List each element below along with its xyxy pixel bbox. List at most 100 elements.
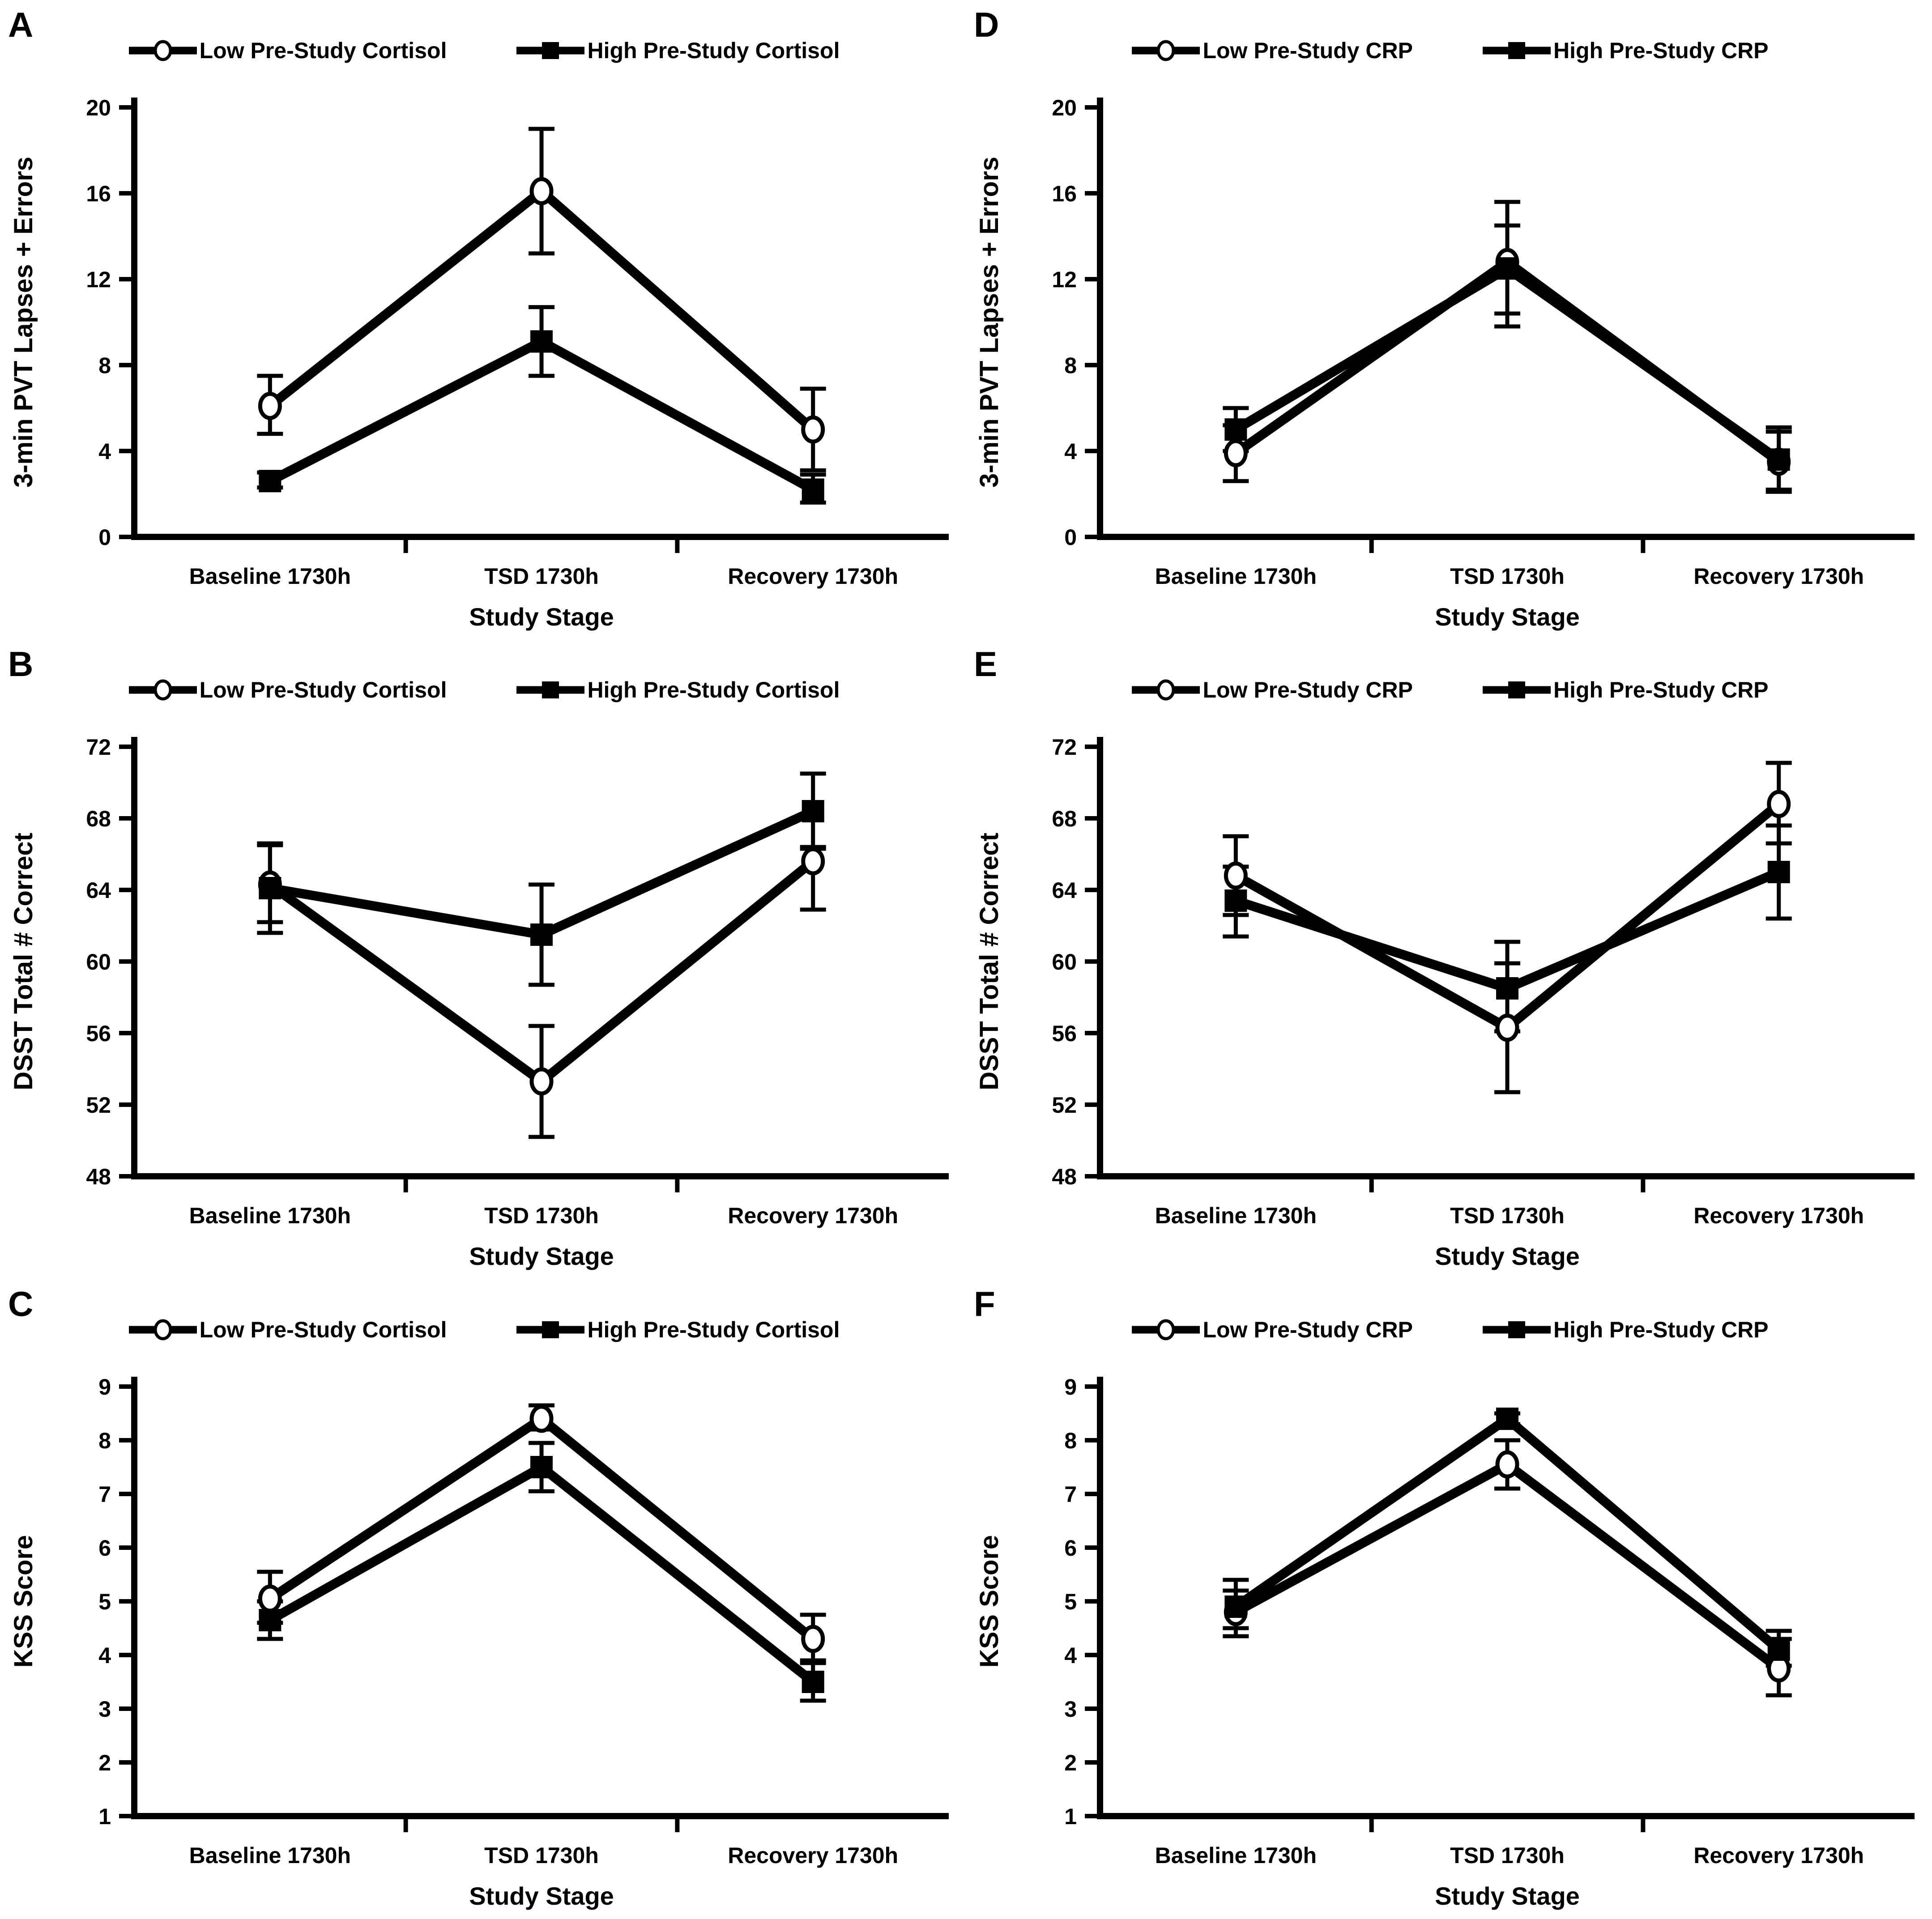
legend-label: Low Pre-Study CRP bbox=[1203, 677, 1413, 702]
legend: Low Pre-Study Cortisol High Pre-Study Co… bbox=[0, 0, 966, 89]
legend-label: Low Pre-Study CRP bbox=[1203, 1317, 1413, 1342]
category-label: TSD 1730h bbox=[484, 564, 599, 589]
filled-square-marker-icon bbox=[516, 42, 585, 59]
open-circle-marker-icon bbox=[128, 40, 197, 61]
y-tick-label: 8 bbox=[98, 1428, 111, 1453]
legend-filled-square bbox=[1508, 681, 1525, 698]
data-point-filled-square bbox=[1767, 861, 1790, 883]
category-label: Baseline 1730h bbox=[1155, 1203, 1317, 1228]
legend: Low Pre-Study Cortisol High Pre-Study Co… bbox=[0, 639, 966, 729]
legend-filled-square bbox=[1508, 42, 1525, 59]
y-tick-label: 20 bbox=[1052, 95, 1077, 120]
data-point-filled-square bbox=[259, 1609, 281, 1631]
y-tick-label: 20 bbox=[86, 95, 111, 120]
legend: Low Pre-Study CRP High Pre-Study CRP bbox=[966, 1279, 1932, 1369]
category-label: TSD 1730h bbox=[1450, 1203, 1565, 1228]
category-label: Baseline 1730h bbox=[1155, 1843, 1317, 1868]
open-circle-marker-icon bbox=[1132, 40, 1200, 61]
data-point-open-circle bbox=[801, 415, 825, 444]
category-label: Recovery 1730h bbox=[728, 1843, 898, 1868]
legend-label: Low Pre-Study Cortisol bbox=[199, 1317, 447, 1342]
legend-item-high: High Pre-Study CRP bbox=[1480, 1317, 1769, 1343]
y-tick-label: 16 bbox=[86, 181, 111, 206]
legend-item-high: High Pre-Study Cortisol bbox=[514, 38, 840, 64]
data-point-filled-square bbox=[530, 923, 553, 946]
y-tick-label: 2 bbox=[98, 1750, 111, 1775]
legend-label: High Pre-Study CRP bbox=[1553, 1317, 1769, 1342]
y-tick-label: 4 bbox=[1064, 1643, 1077, 1668]
y-tick-label: 8 bbox=[1064, 353, 1077, 378]
y-tick-label: 8 bbox=[1064, 1428, 1077, 1453]
data-point-open-circle bbox=[529, 1404, 554, 1433]
legend-item-high: High Pre-Study Cortisol bbox=[514, 677, 840, 703]
legend-open-circle bbox=[1156, 40, 1175, 61]
legend-label: High Pre-Study CRP bbox=[1553, 38, 1769, 63]
data-point-filled-square bbox=[1496, 257, 1518, 280]
category-label: TSD 1730h bbox=[1450, 564, 1565, 589]
category-label: TSD 1730h bbox=[484, 1843, 599, 1868]
legend-item-low: Low Pre-Study Cortisol bbox=[126, 677, 447, 703]
legend-filled-square bbox=[1508, 1321, 1525, 1338]
open-circle-marker-icon bbox=[128, 1319, 197, 1340]
y-tick-label: 9 bbox=[98, 1374, 111, 1400]
y-axis-title: 3-min PVT Lapses + Errors bbox=[9, 157, 38, 488]
panel-label: F bbox=[974, 1284, 995, 1323]
data-point-filled-square bbox=[1767, 448, 1790, 471]
data-point-filled-square bbox=[1496, 1408, 1518, 1430]
panel-label: D bbox=[974, 5, 999, 44]
legend-label: Low Pre-Study CRP bbox=[1203, 38, 1413, 63]
y-tick-label: 52 bbox=[86, 1093, 111, 1118]
category-label: Recovery 1730h bbox=[728, 1203, 898, 1228]
category-label: Baseline 1730h bbox=[189, 1843, 351, 1868]
legend: Low Pre-Study CRP High Pre-Study CRP bbox=[966, 639, 1932, 729]
category-label: TSD 1730h bbox=[484, 1203, 599, 1228]
y-axis-title: 3-min PVT Lapses + Errors bbox=[975, 157, 1004, 488]
line-chart: 0 4 8 12 16 20 Baseline 1730h TSD 1730h Recovery… bbox=[9, 95, 949, 631]
data-point-filled-square bbox=[1224, 1596, 1247, 1618]
y-axis-title: KSS Score bbox=[975, 1535, 1004, 1668]
legend-open-circle bbox=[154, 679, 172, 701]
series-line bbox=[1233, 1459, 1782, 1672]
legend-label: Low Pre-Study Cortisol bbox=[199, 38, 447, 63]
legend-item-high: High Pre-Study CRP bbox=[1480, 677, 1769, 703]
y-tick-label: 1 bbox=[1064, 1804, 1077, 1829]
data-point-open-circle bbox=[1224, 861, 1248, 890]
y-tick-label: 12 bbox=[1052, 267, 1077, 292]
legend-item-high: High Pre-Study CRP bbox=[1480, 38, 1769, 64]
data-point-open-circle bbox=[1495, 1013, 1519, 1042]
y-tick-label: 3 bbox=[98, 1697, 111, 1722]
panel-D: D Low Pre-Study CRP High Pre-Study CRP 0… bbox=[966, 0, 1932, 639]
x-axis-title: Study Stage bbox=[469, 603, 614, 631]
legend-item-low: Low Pre-Study Cortisol bbox=[126, 38, 447, 64]
y-tick-label: 56 bbox=[86, 1021, 111, 1046]
y-axis-title: DSST Total # Correct bbox=[9, 833, 38, 1090]
y-tick-label: 68 bbox=[86, 806, 111, 831]
legend-label: High Pre-Study Cortisol bbox=[587, 1317, 840, 1342]
x-axis-title: Study Stage bbox=[1435, 1242, 1580, 1270]
panel-B: B Low Pre-Study Cortisol High Pre-Study … bbox=[0, 639, 966, 1279]
y-tick-label: 5 bbox=[1064, 1589, 1077, 1614]
panel-C: C Low Pre-Study Cortisol High Pre-Study … bbox=[0, 1279, 966, 1919]
y-tick-label: 0 bbox=[98, 525, 111, 550]
line-chart: 48 52 56 60 64 68 72 Baseline 1730h TSD 1730h Rec… bbox=[9, 735, 949, 1270]
y-tick-label: 5 bbox=[98, 1589, 111, 1614]
panel-label: C bbox=[8, 1284, 34, 1323]
y-tick-label: 1 bbox=[98, 1804, 111, 1829]
panel-A: A Low Pre-Study Cortisol High Pre-Study … bbox=[0, 0, 966, 639]
legend-item-low: Low Pre-Study CRP bbox=[1129, 1317, 1413, 1343]
y-tick-label: 4 bbox=[1064, 439, 1077, 464]
y-tick-label: 3 bbox=[1064, 1697, 1077, 1722]
y-tick-label: 12 bbox=[86, 267, 111, 292]
legend: Low Pre-Study Cortisol High Pre-Study Co… bbox=[0, 1279, 966, 1369]
y-tick-label: 64 bbox=[86, 878, 111, 903]
data-point-filled-square bbox=[1224, 889, 1247, 912]
x-axis-title: Study Stage bbox=[1435, 603, 1580, 631]
data-point-open-circle bbox=[258, 1584, 282, 1613]
data-point-filled-square bbox=[1767, 1638, 1790, 1661]
data-point-filled-square bbox=[530, 330, 553, 353]
data-point-open-circle bbox=[529, 1067, 554, 1096]
legend-filled-square bbox=[542, 1321, 559, 1338]
legend-filled-square bbox=[542, 681, 559, 698]
y-tick-label: 6 bbox=[98, 1536, 111, 1561]
